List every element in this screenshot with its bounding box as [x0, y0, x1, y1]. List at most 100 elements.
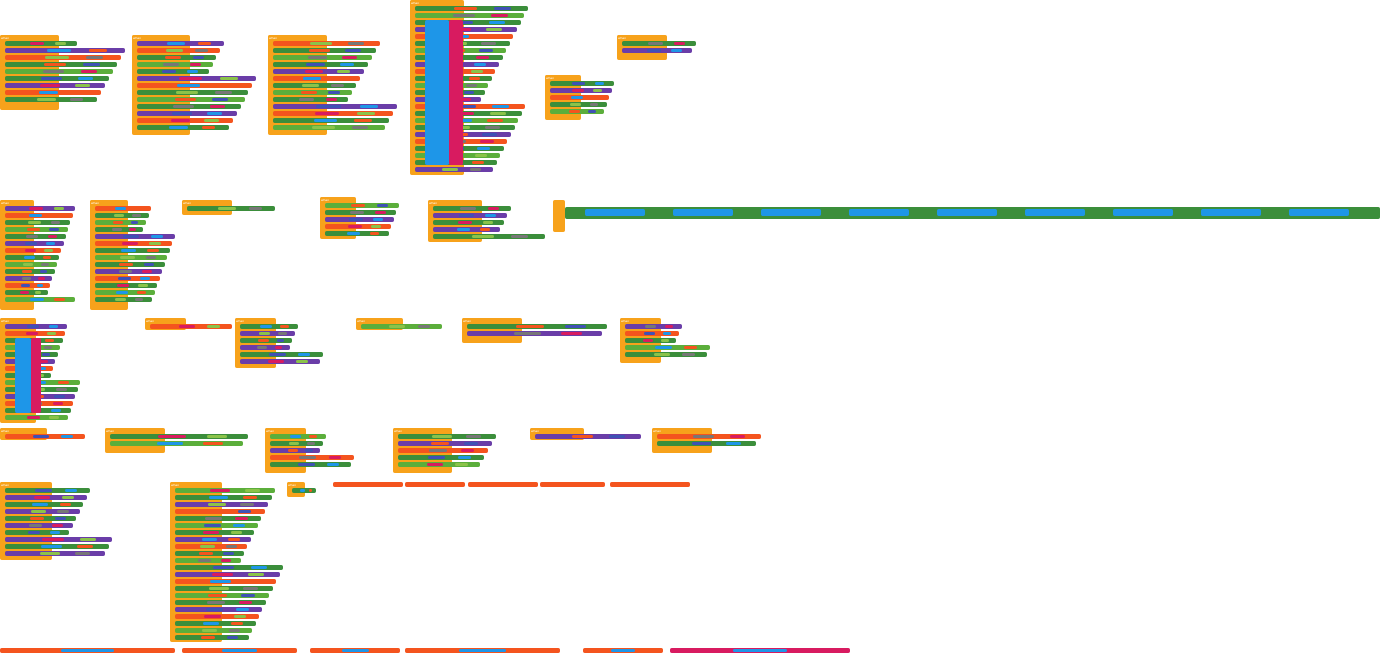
value-block[interactable]: [1289, 209, 1349, 216]
value-block[interactable]: [164, 56, 181, 59]
value-block[interactable]: [591, 96, 601, 99]
value-block[interactable]: [693, 435, 715, 438]
value-block[interactable]: [212, 566, 235, 569]
value-block[interactable]: [248, 207, 263, 210]
value-block[interactable]: [171, 112, 192, 115]
value-block[interactable]: [24, 249, 36, 252]
value-block[interactable]: [593, 89, 603, 92]
value-block[interactable]: [455, 463, 468, 466]
value-block[interactable]: [333, 77, 348, 80]
value-block[interactable]: [726, 442, 741, 445]
value-block[interactable]: [33, 496, 50, 499]
value-block[interactable]: [169, 126, 188, 129]
value-block[interactable]: [257, 346, 268, 349]
value-block[interactable]: [69, 98, 84, 101]
value-block[interactable]: [79, 538, 96, 541]
value-block[interactable]: [134, 298, 144, 301]
value-block[interactable]: [456, 228, 470, 231]
value-block[interactable]: [47, 235, 57, 238]
value-block[interactable]: [211, 573, 233, 576]
value-block[interactable]: [1113, 209, 1173, 216]
value-block[interactable]: [149, 242, 161, 245]
value-block[interactable]: [197, 559, 212, 562]
value-block[interactable]: [310, 42, 332, 45]
value-block[interactable]: [235, 517, 249, 520]
procedure-block[interactable]: [553, 200, 565, 232]
value-block[interactable]: [594, 82, 605, 85]
value-block[interactable]: [77, 77, 94, 80]
value-block[interactable]: [306, 63, 326, 66]
value-block[interactable]: [31, 510, 47, 513]
value-block[interactable]: [417, 325, 430, 328]
value-block[interactable]: [206, 435, 228, 438]
value-block[interactable]: [300, 489, 306, 492]
value-block[interactable]: [453, 14, 476, 17]
value-block[interactable]: [359, 105, 379, 108]
value-block[interactable]: [118, 270, 132, 273]
value-block[interactable]: [485, 214, 497, 217]
value-block[interactable]: [204, 119, 219, 122]
value-block[interactable]: [54, 395, 65, 398]
value-block[interactable]: [85, 56, 104, 59]
value-block[interactable]: [214, 91, 232, 94]
value-block[interactable]: [26, 325, 40, 328]
value-block[interactable]: [202, 531, 219, 534]
value-block[interactable]: [27, 531, 41, 534]
value-block[interactable]: [515, 325, 544, 328]
value-block[interactable]: [240, 503, 255, 506]
value-block[interactable]: [167, 42, 185, 45]
global-variable-block[interactable]: [610, 482, 690, 487]
value-block[interactable]: [50, 409, 61, 412]
value-block[interactable]: [203, 622, 220, 625]
value-block[interactable]: [34, 489, 52, 492]
value-block[interactable]: [611, 649, 635, 652]
value-block[interactable]: [608, 435, 625, 438]
value-block[interactable]: [305, 449, 313, 452]
value-block[interactable]: [671, 49, 682, 52]
value-block[interactable]: [489, 112, 506, 115]
value-block[interactable]: [561, 332, 582, 335]
value-block[interactable]: [350, 204, 366, 207]
value-block[interactable]: [345, 49, 361, 52]
value-block[interactable]: [307, 442, 316, 445]
value-block[interactable]: [115, 291, 128, 294]
value-block[interactable]: [259, 332, 271, 335]
value-block[interactable]: [571, 89, 584, 92]
value-block[interactable]: [231, 622, 244, 625]
value-block[interactable]: [328, 456, 342, 459]
value-block[interactable]: [220, 559, 231, 562]
value-block[interactable]: [45, 339, 54, 342]
value-block[interactable]: [200, 636, 216, 639]
value-block[interactable]: [201, 126, 216, 129]
logic-block[interactable]: [449, 20, 464, 165]
value-block[interactable]: [642, 339, 654, 342]
value-block[interactable]: [684, 346, 697, 349]
value-block[interactable]: [274, 346, 283, 349]
value-block[interactable]: [242, 496, 258, 499]
value-block[interactable]: [468, 77, 481, 80]
value-block[interactable]: [349, 211, 365, 214]
value-block[interactable]: [511, 235, 528, 238]
value-block[interactable]: [199, 552, 213, 555]
value-block[interactable]: [206, 510, 225, 513]
value-block[interactable]: [208, 496, 229, 499]
value-block[interactable]: [88, 49, 107, 52]
value-block[interactable]: [328, 91, 341, 94]
value-block[interactable]: [336, 70, 351, 73]
value-block[interactable]: [156, 442, 184, 445]
value-block[interactable]: [243, 587, 259, 590]
value-block[interactable]: [245, 489, 261, 492]
value-block[interactable]: [369, 232, 380, 235]
value-block[interactable]: [309, 49, 330, 52]
value-block[interactable]: [371, 225, 382, 228]
value-block[interactable]: [26, 332, 38, 335]
value-block[interactable]: [80, 70, 97, 73]
value-block[interactable]: [237, 510, 252, 513]
value-block[interactable]: [733, 649, 787, 652]
value-block[interactable]: [41, 545, 62, 548]
value-block[interactable]: [32, 435, 49, 438]
value-block[interactable]: [296, 360, 309, 363]
value-block[interactable]: [280, 325, 289, 328]
value-block[interactable]: [653, 353, 671, 356]
global-variable-block[interactable]: [333, 482, 403, 487]
